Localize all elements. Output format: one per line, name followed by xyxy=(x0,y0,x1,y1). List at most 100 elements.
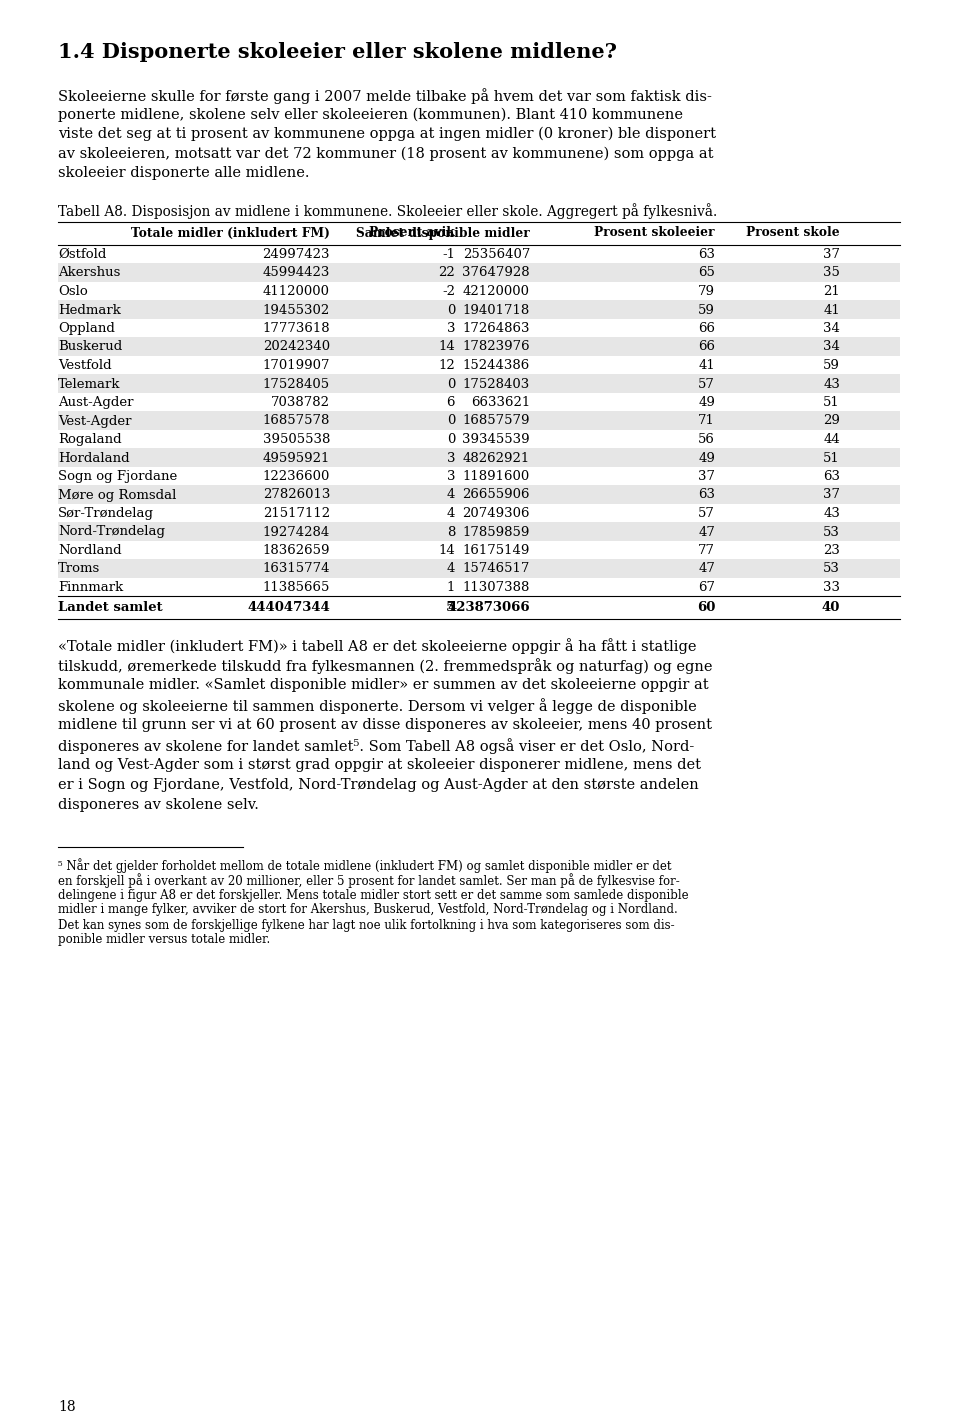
Text: 11307388: 11307388 xyxy=(463,581,530,594)
Text: 16315774: 16315774 xyxy=(262,562,330,575)
Text: 37647928: 37647928 xyxy=(463,266,530,279)
Text: Landet samlet: Landet samlet xyxy=(58,601,162,614)
Text: 4: 4 xyxy=(446,562,455,575)
Text: 1.4 Disponerte skoleeier eller skolene midlene?: 1.4 Disponerte skoleeier eller skolene m… xyxy=(58,41,617,63)
Bar xyxy=(58,523,900,541)
Text: 43: 43 xyxy=(823,507,840,520)
Text: 39345539: 39345539 xyxy=(463,433,530,446)
Text: -1: -1 xyxy=(442,248,455,261)
Text: 423873066: 423873066 xyxy=(447,601,530,614)
Text: Det kan synes som de forskjellige fylkene har lagt noe ulik fortolkning i hva so: Det kan synes som de forskjellige fylken… xyxy=(58,918,675,931)
Text: Prosent avik: Prosent avik xyxy=(370,226,455,239)
Text: 57: 57 xyxy=(698,377,715,390)
Text: 26655906: 26655906 xyxy=(463,488,530,501)
Text: Rogaland: Rogaland xyxy=(58,433,122,446)
Text: 17264863: 17264863 xyxy=(463,322,530,335)
Bar xyxy=(58,560,900,578)
Text: Prosent skoleeier: Prosent skoleeier xyxy=(594,226,715,239)
Text: en forskjell på i overkant av 20 millioner, eller 5 prosent for landet samlet. S: en forskjell på i overkant av 20 million… xyxy=(58,873,680,889)
Text: 11891600: 11891600 xyxy=(463,470,530,483)
Text: 12: 12 xyxy=(439,359,455,372)
Text: 53: 53 xyxy=(823,525,840,538)
Text: Sogn og Fjordane: Sogn og Fjordane xyxy=(58,470,178,483)
Text: 6633621: 6633621 xyxy=(470,396,530,409)
Text: Troms: Troms xyxy=(58,562,100,575)
Text: 22: 22 xyxy=(439,266,455,279)
Text: 41120000: 41120000 xyxy=(263,285,330,298)
Text: Nord-Trøndelag: Nord-Trøndelag xyxy=(58,525,165,538)
Text: 4: 4 xyxy=(446,488,455,501)
Text: Buskerud: Buskerud xyxy=(58,340,122,353)
Text: 5: 5 xyxy=(445,601,455,614)
Text: 16857579: 16857579 xyxy=(463,414,530,427)
Text: 51: 51 xyxy=(824,396,840,409)
Bar xyxy=(58,375,900,393)
Text: 17528405: 17528405 xyxy=(263,377,330,390)
Text: 23: 23 xyxy=(823,544,840,557)
Text: 77: 77 xyxy=(698,544,715,557)
Bar xyxy=(58,300,900,319)
Text: Tabell A8. Disposisjon av midlene i kommunene. Skoleeier eller skole. Aggregert : Tabell A8. Disposisjon av midlene i komm… xyxy=(58,204,717,219)
Text: Prosent skole: Prosent skole xyxy=(746,226,840,239)
Text: skolene og skoleeierne til sammen disponerte. Dersom vi velger å legge de dispon: skolene og skoleeierne til sammen dispon… xyxy=(58,699,697,715)
Text: Møre og Romsdal: Møre og Romsdal xyxy=(58,488,177,501)
Text: Telemark: Telemark xyxy=(58,377,121,390)
Text: skoleeier disponerte alle midlene.: skoleeier disponerte alle midlene. xyxy=(58,167,309,179)
Text: 47: 47 xyxy=(698,562,715,575)
Text: 15746517: 15746517 xyxy=(463,562,530,575)
Text: 59: 59 xyxy=(823,359,840,372)
Text: 18: 18 xyxy=(58,1400,76,1414)
Text: 57: 57 xyxy=(698,507,715,520)
Text: Vest-Agder: Vest-Agder xyxy=(58,414,132,427)
Text: 20749306: 20749306 xyxy=(463,507,530,520)
Text: 444047344: 444047344 xyxy=(247,601,330,614)
Text: 63: 63 xyxy=(698,248,715,261)
Text: 37: 37 xyxy=(823,488,840,501)
Text: 18362659: 18362659 xyxy=(262,544,330,557)
Text: 0: 0 xyxy=(446,377,455,390)
Text: 49595921: 49595921 xyxy=(263,451,330,464)
Text: 48262921: 48262921 xyxy=(463,451,530,464)
Text: 17823976: 17823976 xyxy=(463,340,530,353)
Text: 43: 43 xyxy=(823,377,840,390)
Text: 66: 66 xyxy=(698,322,715,335)
Text: 63: 63 xyxy=(823,470,840,483)
Text: 44: 44 xyxy=(824,433,840,446)
Text: 41: 41 xyxy=(698,359,715,372)
Text: 4: 4 xyxy=(446,507,455,520)
Text: 33: 33 xyxy=(823,581,840,594)
Text: 19274284: 19274284 xyxy=(263,525,330,538)
Text: 16857578: 16857578 xyxy=(263,414,330,427)
Text: Finnmark: Finnmark xyxy=(58,581,123,594)
Text: 29: 29 xyxy=(823,414,840,427)
Text: Oslo: Oslo xyxy=(58,285,87,298)
Text: disponeres av skolene for landet samlet⁵. Som Tabell A8 også viser er det Oslo, : disponeres av skolene for landet samlet⁵… xyxy=(58,739,694,755)
Text: 66: 66 xyxy=(698,340,715,353)
Text: 47: 47 xyxy=(698,525,715,538)
Text: viste det seg at ti prosent av kommunene oppga at ingen midler (0 kroner) ble di: viste det seg at ti prosent av kommunene… xyxy=(58,127,716,141)
Text: 53: 53 xyxy=(823,562,840,575)
Text: 37: 37 xyxy=(823,248,840,261)
Text: 17773618: 17773618 xyxy=(262,322,330,335)
Text: 27826013: 27826013 xyxy=(263,488,330,501)
Text: 15244386: 15244386 xyxy=(463,359,530,372)
Text: Oppland: Oppland xyxy=(58,322,115,335)
Text: 20242340: 20242340 xyxy=(263,340,330,353)
Bar xyxy=(58,263,900,282)
Text: 51: 51 xyxy=(824,451,840,464)
Text: land og Vest-Agder som i størst grad oppgir at skoleeier disponerer midlene, men: land og Vest-Agder som i størst grad opp… xyxy=(58,759,701,772)
Text: 7038782: 7038782 xyxy=(271,396,330,409)
Text: Nordland: Nordland xyxy=(58,544,122,557)
Bar xyxy=(58,337,900,356)
Text: 8: 8 xyxy=(446,525,455,538)
Text: 12236600: 12236600 xyxy=(263,470,330,483)
Text: Samlet disponible midler: Samlet disponible midler xyxy=(356,226,530,239)
Text: 19455302: 19455302 xyxy=(263,303,330,316)
Text: 14: 14 xyxy=(439,340,455,353)
Text: Hedmark: Hedmark xyxy=(58,303,121,316)
Text: Østfold: Østfold xyxy=(58,248,107,261)
Text: 0: 0 xyxy=(446,433,455,446)
Text: tilskudd, øremerkede tilskudd fra fylkesmannen (2. fremmedspråk og naturfag) og : tilskudd, øremerkede tilskudd fra fylkes… xyxy=(58,658,712,675)
Text: 49: 49 xyxy=(698,396,715,409)
Text: 40: 40 xyxy=(822,601,840,614)
